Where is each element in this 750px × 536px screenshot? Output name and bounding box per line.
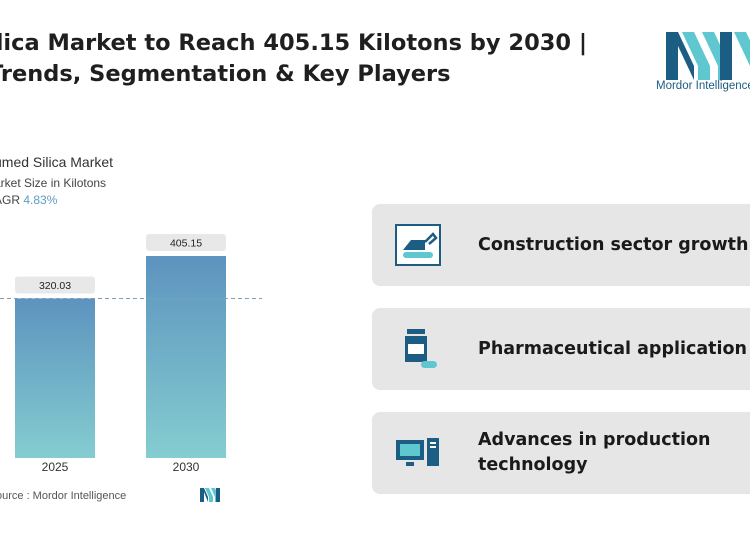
driver-card-pharma: Pharmaceutical application	[372, 308, 750, 390]
brand-name: Mordor Intelligence	[656, 80, 750, 92]
data-label: 405.15	[170, 238, 202, 250]
bar-2025	[15, 298, 95, 458]
x-tick-label: 2030	[173, 460, 200, 474]
title-line-1: ilica Market to Reach 405.15 Kilotons by…	[0, 30, 588, 56]
cagr-label: AGR	[0, 193, 21, 207]
driver-label-line-2: technology	[478, 455, 588, 475]
page-title: ilica Market to Reach 405.15 Kilotons by…	[0, 28, 598, 90]
cagr-row: AGR 4.83%	[0, 193, 57, 207]
bar-chart: 320.03 2025 405.15 2030	[0, 234, 262, 474]
cagr-value: 4.83%	[23, 193, 58, 207]
data-label-bg	[15, 276, 95, 294]
data-label-bg	[146, 234, 226, 251]
computer-icon	[396, 438, 439, 466]
source-note: ource : Mordor Intelligence	[0, 490, 127, 502]
driver-card-production: Advances in production technology	[372, 412, 750, 494]
title-line-2: Trends, Segmentation & Key Players	[0, 61, 451, 87]
driver-label: Construction sector growth	[478, 235, 749, 255]
chart-title: umed Silica Market	[0, 154, 114, 170]
driver-label: Advances in production technology	[478, 428, 710, 478]
data-label: 320.03	[39, 280, 71, 292]
small-mordor-logo-icon	[200, 488, 220, 502]
driver-label-line-1: Advances in production	[478, 430, 711, 450]
bar-2030	[146, 256, 226, 458]
mordor-logo-icon	[666, 32, 750, 80]
x-tick-label: 2025	[42, 460, 69, 474]
driver-card-construction: Construction sector growth	[372, 204, 750, 286]
excavator-icon	[395, 224, 441, 266]
chart-subtitle: arket Size in Kilotons	[0, 176, 107, 190]
driver-label: Pharmaceutical application	[478, 339, 747, 359]
medicine-bottle-icon	[405, 329, 437, 368]
